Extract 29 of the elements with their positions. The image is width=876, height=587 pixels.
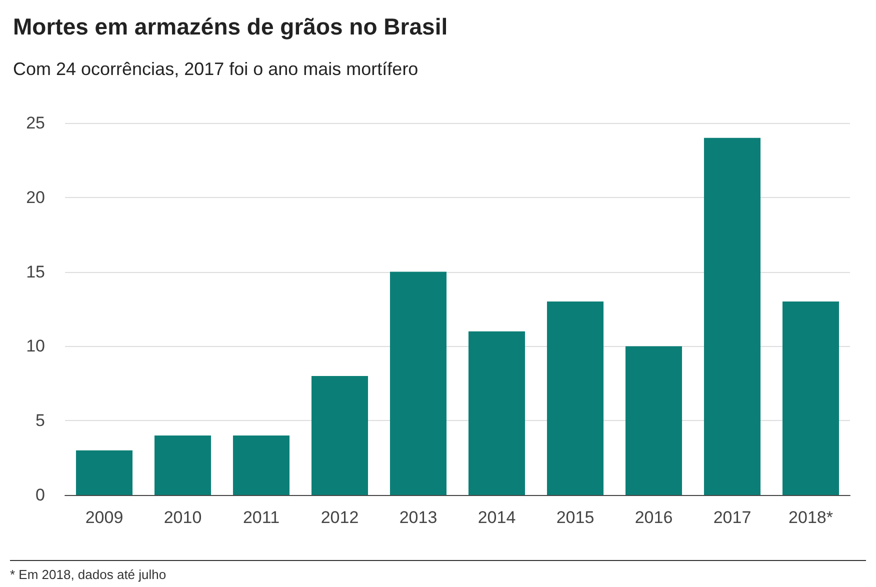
x-tick-label: 2011 <box>242 508 280 527</box>
x-tick-label: 2017 <box>713 508 752 527</box>
bar <box>546 302 604 495</box>
bar <box>468 331 526 495</box>
bar <box>232 435 290 495</box>
y-tick-label: 20 <box>26 188 45 207</box>
y-tick-label: 25 <box>26 114 45 132</box>
bar <box>782 302 840 495</box>
x-tick-label: 2013 <box>399 508 438 527</box>
x-tick-label: 2009 <box>85 508 124 527</box>
chart-title: Mortes em armazéns de grãos no Brasil <box>13 14 448 40</box>
bar <box>390 272 447 495</box>
bar <box>704 138 761 495</box>
bar <box>311 376 368 495</box>
y-tick-label: 0 <box>36 486 45 504</box>
y-tick-label: 5 <box>36 411 45 430</box>
bar <box>154 435 212 495</box>
bar <box>76 450 133 495</box>
x-tick-label: 2012 <box>320 508 359 527</box>
x-tick-label: 2016 <box>634 508 673 527</box>
chart-subtitle: Com 24 ocorrências, 2017 foi o ano mais mortífero <box>13 59 418 79</box>
bar <box>625 346 682 495</box>
x-tick-label: 2018* <box>788 508 834 527</box>
y-tick-label: 10 <box>26 336 45 356</box>
text: * Em 2018, dados até julho <box>10 567 166 582</box>
x-tick-label: 2015 <box>556 508 594 527</box>
x-tick-label: 2010 <box>164 508 202 527</box>
y-tick-label: 15 <box>26 262 45 282</box>
x-tick-label: 2014 <box>478 508 516 527</box>
